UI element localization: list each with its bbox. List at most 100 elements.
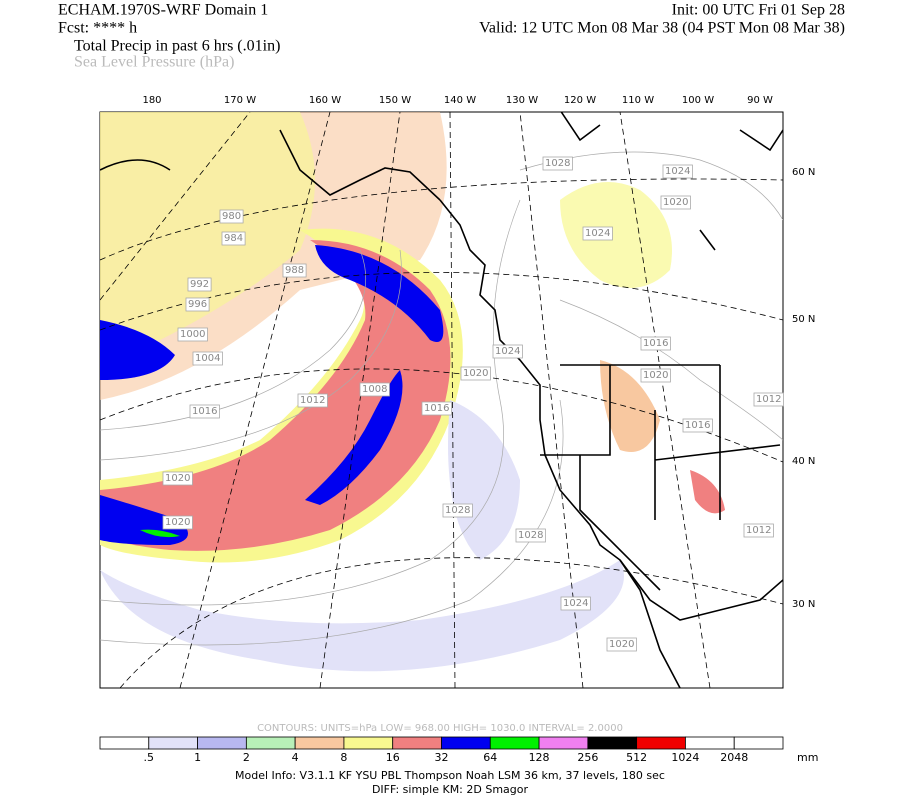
lon-label: 90 W xyxy=(747,95,773,106)
contour-label-box xyxy=(162,471,193,486)
contour-label-box xyxy=(442,503,473,518)
lat-label: 30 N xyxy=(792,599,815,610)
contour-label: 1012 xyxy=(300,395,325,406)
contour-label-box xyxy=(192,351,223,366)
lon-label: 140 W xyxy=(444,95,476,106)
colorbar-swatch xyxy=(392,736,442,750)
forecast-hour: Fcst: **** h xyxy=(58,20,137,37)
lon-label: 180 xyxy=(142,95,161,106)
contour-label: 1020 xyxy=(165,517,190,528)
contour-label-box xyxy=(282,263,307,278)
contour-label: 988 xyxy=(285,265,304,276)
field-name: Total Precip in past 6 hrs (.01in) xyxy=(74,38,280,55)
model-info: Model Info: V3.1.1 KF YSU PBL Thompson N… xyxy=(235,769,665,782)
colorbar-label: 2048 xyxy=(720,751,748,764)
contour-label: 1020 xyxy=(643,370,668,381)
contour-label-box xyxy=(662,164,693,179)
contour-label: 1024 xyxy=(563,598,588,609)
contour-label-box xyxy=(492,344,523,359)
contour-label-box xyxy=(189,404,220,419)
contour-label-box xyxy=(606,637,637,652)
colorbar-label: 256 xyxy=(577,751,598,764)
lon-label: 150 W xyxy=(379,95,411,106)
lon-label: 120 W xyxy=(564,95,596,106)
lon-label: 110 W xyxy=(622,95,654,106)
colorbar: .5 1 2 4 8 16 32 64 128 256 512 1024 2048 mm xyxy=(99,736,818,764)
colorbar-swatch xyxy=(99,736,150,750)
contour-label-box xyxy=(542,156,573,171)
init-time: Init: 00 UTC Fri 01 Sep 28 xyxy=(672,2,845,19)
field-name: Sea Level Pressure (hPa) xyxy=(74,54,234,71)
contour-label-box xyxy=(515,528,546,543)
contour-label-box xyxy=(640,368,671,383)
colorbar-label: 16 xyxy=(386,751,400,764)
colorbar-label: 1 xyxy=(194,751,201,764)
contour-label: 1016 xyxy=(685,420,710,431)
map: 180 170 W 160 W 150 W 140 W 130 W 120 W … xyxy=(99,95,815,689)
contour-label-box xyxy=(582,226,613,241)
coastlines xyxy=(100,112,783,688)
contour-label: 1016 xyxy=(424,403,449,414)
contour-label: 1028 xyxy=(445,505,470,516)
colorbar-label: 8 xyxy=(340,751,347,764)
colorbar-swatch xyxy=(733,736,784,750)
contour-label: 1008 xyxy=(362,384,387,395)
contour-label-box xyxy=(421,401,452,416)
colorbar-label: 1024 xyxy=(671,751,699,764)
colorbar-swatch xyxy=(197,736,247,750)
colorbar-label: 4 xyxy=(292,751,299,764)
contour-label: 1020 xyxy=(165,473,190,484)
contour-label: 1024 xyxy=(665,166,690,177)
lat-label: 60 N xyxy=(792,167,815,178)
contour-label: 992 xyxy=(190,279,209,290)
contour-label-box xyxy=(640,336,671,351)
contour-label-box xyxy=(187,277,212,292)
contour-label-box xyxy=(177,327,208,342)
colorbar-swatch xyxy=(685,736,735,750)
contour-label: 984 xyxy=(224,233,243,244)
colorbar-swatch xyxy=(441,736,491,750)
lon-label: 100 W xyxy=(682,95,714,106)
contour-label-box xyxy=(743,523,774,538)
contour-label-box xyxy=(219,209,244,224)
colorbar-label: 128 xyxy=(529,751,550,764)
diff-info: DIFF: simple KM: 2D Smagor xyxy=(372,783,529,796)
lon-label: 130 W xyxy=(506,95,538,106)
contour-label: 1012 xyxy=(746,525,771,536)
lat-label: 50 N xyxy=(792,314,815,325)
colorbar-swatch xyxy=(587,736,638,750)
contour-label-box xyxy=(560,596,591,611)
contour-label: 1020 xyxy=(609,639,634,650)
contour-label: 1012 xyxy=(756,394,781,405)
contour-label: 1028 xyxy=(518,530,543,541)
contour-label: 1016 xyxy=(643,338,668,349)
contour-label-box xyxy=(162,515,193,530)
contour-info: CONTOURS: UNITS=hPa LOW= 968.00 HIGH= 10… xyxy=(257,723,623,734)
contour-label: 980 xyxy=(222,211,241,222)
contour-label: 1004 xyxy=(195,353,220,364)
colorbar-unit: mm xyxy=(797,751,818,764)
contour-label-box xyxy=(221,231,246,246)
title: ECHAM.1970S-WRF Domain 1 xyxy=(58,2,268,19)
colorbar-swatch xyxy=(538,736,589,750)
colorbar-swatch xyxy=(294,736,345,750)
valid-time: Valid: 12 UTC Mon 08 Mar 38 (04 PST Mon … xyxy=(479,20,845,37)
contour-label-box xyxy=(682,418,713,433)
contour-label: 996 xyxy=(188,299,207,310)
contour-label: 1024 xyxy=(585,228,610,239)
contour-label: 1024 xyxy=(495,346,520,357)
contour-labels: 1028 1024 1020 1024 980 984 988 992 996 … xyxy=(162,156,784,652)
contour-label-box xyxy=(460,366,491,381)
contour-label-box xyxy=(359,382,390,397)
colorbar-label: 64 xyxy=(483,751,497,764)
colorbar-swatch xyxy=(245,736,296,750)
colorbar-label: 2 xyxy=(243,751,250,764)
contour-label-box xyxy=(753,392,784,407)
contour-label-box xyxy=(297,393,328,408)
lon-label: 170 W xyxy=(224,95,256,106)
lon-label: 160 W xyxy=(309,95,341,106)
colorbar-swatch xyxy=(343,736,394,750)
contour-label: 1000 xyxy=(180,329,205,340)
contour-label: 1020 xyxy=(663,197,688,208)
